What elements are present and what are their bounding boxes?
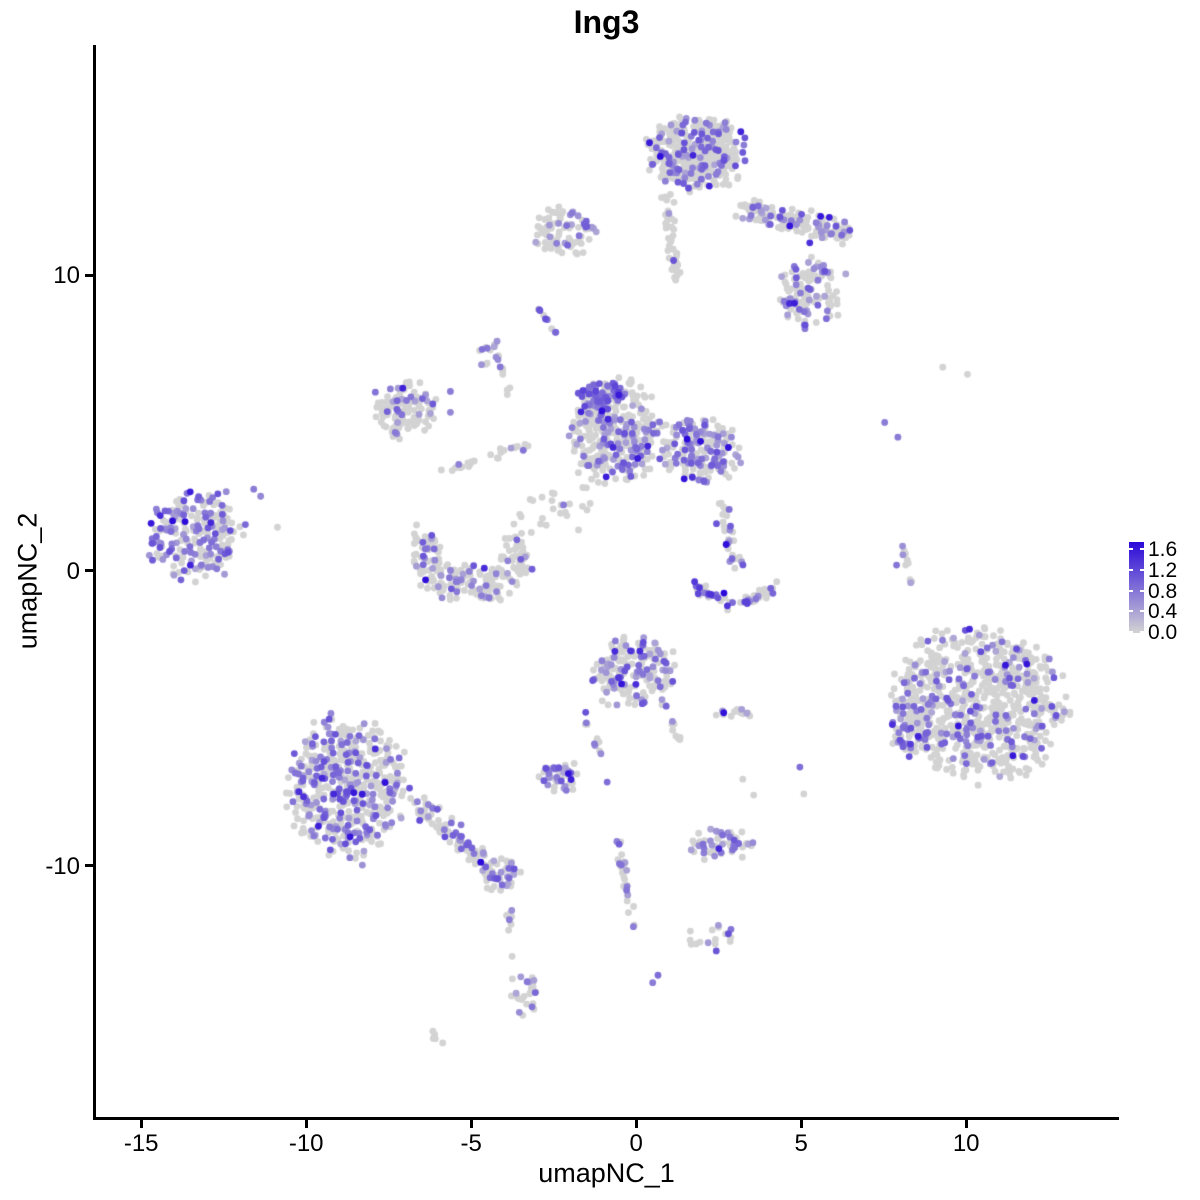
x-tick-label: -5 xyxy=(460,1130,482,1157)
x-axis-line xyxy=(93,1117,1119,1120)
legend-tick-label: 0.0 xyxy=(1148,621,1178,644)
x-tick-mark xyxy=(634,1120,638,1128)
legend-notch xyxy=(1140,548,1144,550)
legend-notch xyxy=(1129,631,1133,633)
y-tick-label: -10 xyxy=(45,852,80,880)
y-tick-mark xyxy=(85,273,93,277)
x-tick-label: -15 xyxy=(123,1130,159,1157)
y-tick-label: 0 xyxy=(66,557,80,585)
x-tick-mark xyxy=(139,1120,143,1128)
x-tick-label: 0 xyxy=(629,1130,643,1157)
legend-notch xyxy=(1129,589,1133,592)
y-axis-line xyxy=(93,45,96,1120)
y-tick-mark xyxy=(85,864,93,868)
legend-notch xyxy=(1140,568,1144,571)
x-tick-mark xyxy=(469,1120,473,1128)
x-tick-label: -10 xyxy=(288,1130,324,1157)
legend-notch xyxy=(1140,631,1144,633)
y-axis-title: umapNC_2 xyxy=(12,512,43,650)
y-tick-label: 10 xyxy=(53,262,80,290)
x-tick-mark xyxy=(304,1120,308,1128)
legend-tick-label: 1.2 xyxy=(1148,558,1178,582)
legend-notch xyxy=(1140,610,1144,613)
legend-tick-label: 0.8 xyxy=(1148,579,1178,603)
legend-notch xyxy=(1140,589,1144,592)
x-tick-label: 5 xyxy=(794,1130,808,1157)
y-tick-mark xyxy=(85,569,93,573)
legend-tick-label: 0.4 xyxy=(1148,600,1178,624)
legend-notch xyxy=(1129,610,1133,613)
legend-notch xyxy=(1129,568,1133,571)
x-tick-label: 10 xyxy=(952,1130,980,1157)
legend-notch xyxy=(1129,548,1133,550)
legend-tick-label: 1.6 xyxy=(1148,538,1178,561)
x-axis-title: umapNC_1 xyxy=(538,1158,675,1188)
colorbar-gradient xyxy=(1129,542,1144,633)
x-tick-mark xyxy=(799,1120,803,1128)
x-tick-mark xyxy=(964,1120,968,1128)
